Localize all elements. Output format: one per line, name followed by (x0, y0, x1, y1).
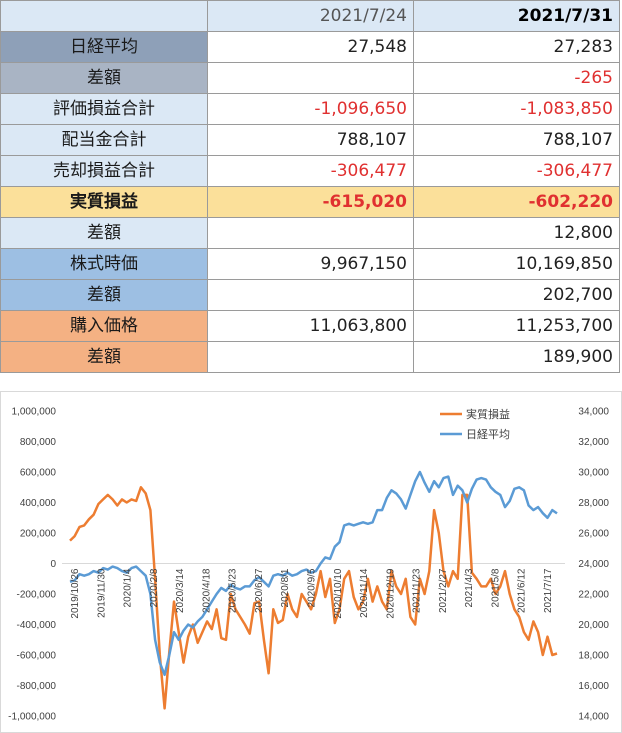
x-tick-label: 2020/1/4 (123, 568, 134, 607)
table-row: 購入価格 11,063,800 11,253,700 (0, 310, 620, 342)
y-left-tick-label: 1,000,000 (12, 407, 57, 418)
table-row: 実質損益 -615,020 -602,220 (0, 186, 620, 218)
series-line-1 (69, 486, 558, 710)
row-label: 売却損益合計 (0, 155, 208, 187)
y-left-tick-label: -400,000 (17, 620, 57, 631)
x-tick-label: 2019/10/26 (70, 568, 81, 618)
y-left-tick-label: 400,000 (20, 498, 57, 509)
x-tick-label: 2020/8/1 (280, 568, 291, 607)
x-tick-label: 2021/2/27 (438, 568, 449, 613)
row-value-1 (207, 341, 414, 373)
y-right-tick-label: 30,000 (578, 468, 609, 479)
y-right-tick-label: 28,000 (578, 498, 609, 509)
table-row: 差額 189,900 (0, 341, 620, 373)
chart-frame (0, 391, 622, 733)
row-value-1: 11,063,800 (207, 310, 414, 342)
legend-label-1: 実質損益 (466, 407, 510, 421)
x-tick-label: 2020/10/10 (333, 568, 344, 618)
x-tick-label: 2019/11/30 (96, 568, 107, 618)
table-row: 売却損益合計 -306,477 -306,477 (0, 155, 620, 187)
y-right-tick-label: 18,000 (578, 651, 609, 662)
y-left-tick-label: 600,000 (20, 468, 57, 479)
x-tick-label: 2020/12/19 (385, 568, 396, 618)
row-value-2: -602,220 (413, 186, 620, 218)
row-value-2: 27,283 (413, 31, 620, 63)
y-right-tick-label: 34,000 (578, 407, 609, 418)
row-value-1 (207, 217, 414, 249)
row-label: 評価損益合計 (0, 93, 208, 125)
x-tick-label: 2020/3/14 (175, 568, 186, 613)
row-value-1: 27,548 (207, 31, 414, 63)
y-right-tick-label: 22,000 (578, 590, 609, 601)
row-value-2: 11,253,700 (413, 310, 620, 342)
header-corner (0, 0, 208, 32)
row-label: 実質損益 (0, 186, 208, 218)
y-left-tick-label: 200,000 (20, 529, 57, 540)
x-tick-label: 2020/2/8 (149, 568, 160, 607)
row-value-1: -615,020 (207, 186, 414, 218)
row-value-1: 9,967,150 (207, 248, 414, 280)
row-value-1: 788,107 (207, 124, 414, 156)
y-left-tick-label: -600,000 (17, 651, 57, 662)
x-tick-label: 2020/4/18 (201, 568, 212, 613)
row-label: 差額 (0, 279, 208, 311)
row-value-2: 10,169,850 (413, 248, 620, 280)
legend-label-2: 日経平均 (466, 428, 510, 441)
x-tick-label: 2021/7/17 (543, 568, 554, 613)
row-label: 差額 (0, 341, 208, 373)
table-row: 配当金合計 788,107 788,107 (0, 124, 620, 156)
x-tick-label: 2020/6/27 (254, 568, 265, 613)
header-date-1: 2021/7/24 (207, 0, 414, 32)
y-right-tick-label: 32,000 (578, 437, 609, 448)
row-value-1 (207, 62, 414, 94)
y-right-tick-label: 16,000 (578, 681, 609, 692)
row-value-2: -265 (413, 62, 620, 94)
y-left-tick-label: 800,000 (20, 437, 57, 448)
row-value-1 (207, 279, 414, 311)
y-left-tick-label: -800,000 (17, 681, 57, 692)
table-row: 差額 12,800 (0, 217, 620, 249)
row-value-1: -1,096,650 (207, 93, 414, 125)
row-value-2: 202,700 (413, 279, 620, 311)
summary-table: 2021/7/24 2021/7/31 日経平均 27,548 27,283 差額 -265… (0, 0, 620, 373)
y-right-tick-label: 20,000 (578, 620, 609, 631)
series-line-2 (69, 470, 558, 677)
header-date-2: 2021/7/31 (413, 0, 620, 32)
y-left-tick-label: -200,000 (17, 590, 57, 601)
row-label: 株式時価 (0, 248, 208, 280)
y-right-tick-label: 24,000 (578, 559, 609, 570)
x-tick-label: 2021/1/23 (412, 568, 423, 613)
x-tick-label: 2020/9/5 (307, 568, 318, 607)
x-tick-label: 2021/5/8 (490, 568, 501, 607)
table-row: 株式時価 9,967,150 10,169,850 (0, 248, 620, 280)
row-value-1: -306,477 (207, 155, 414, 187)
row-value-2: -306,477 (413, 155, 620, 187)
row-value-2: -1,083,850 (413, 93, 620, 125)
table-row: 日経平均 27,548 27,283 (0, 31, 620, 63)
row-value-2: 788,107 (413, 124, 620, 156)
row-value-2: 189,900 (413, 341, 620, 373)
x-tick-label: 2020/5/23 (228, 568, 239, 613)
row-value-2: 12,800 (413, 217, 620, 249)
y-left-tick-label: -1,000,000 (8, 712, 56, 723)
row-label: 差額 (0, 62, 208, 94)
row-label: 差額 (0, 217, 208, 249)
y-right-tick-label: 26,000 (578, 529, 609, 540)
x-tick-label: 2020/11/14 (359, 568, 370, 618)
row-label: 日経平均 (0, 31, 208, 63)
x-tick-label: 2021/6/12 (517, 568, 528, 613)
table-row: 評価損益合計 -1,096,650 -1,083,850 (0, 93, 620, 125)
line-chart: 1,000,000 800,000 600,000 400,000 200,000 0 -2… (0, 391, 622, 733)
row-label: 配当金合計 (0, 124, 208, 156)
y-right-tick-label: 14,000 (578, 712, 609, 723)
table-header-row: 2021/7/24 2021/7/31 (0, 0, 620, 32)
y-left-tick-label: 0 (50, 559, 56, 570)
row-label: 購入価格 (0, 310, 208, 342)
x-tick-label: 2021/4/3 (464, 568, 475, 607)
table-row: 差額 -265 (0, 62, 620, 94)
table-row: 差額 202,700 (0, 279, 620, 311)
